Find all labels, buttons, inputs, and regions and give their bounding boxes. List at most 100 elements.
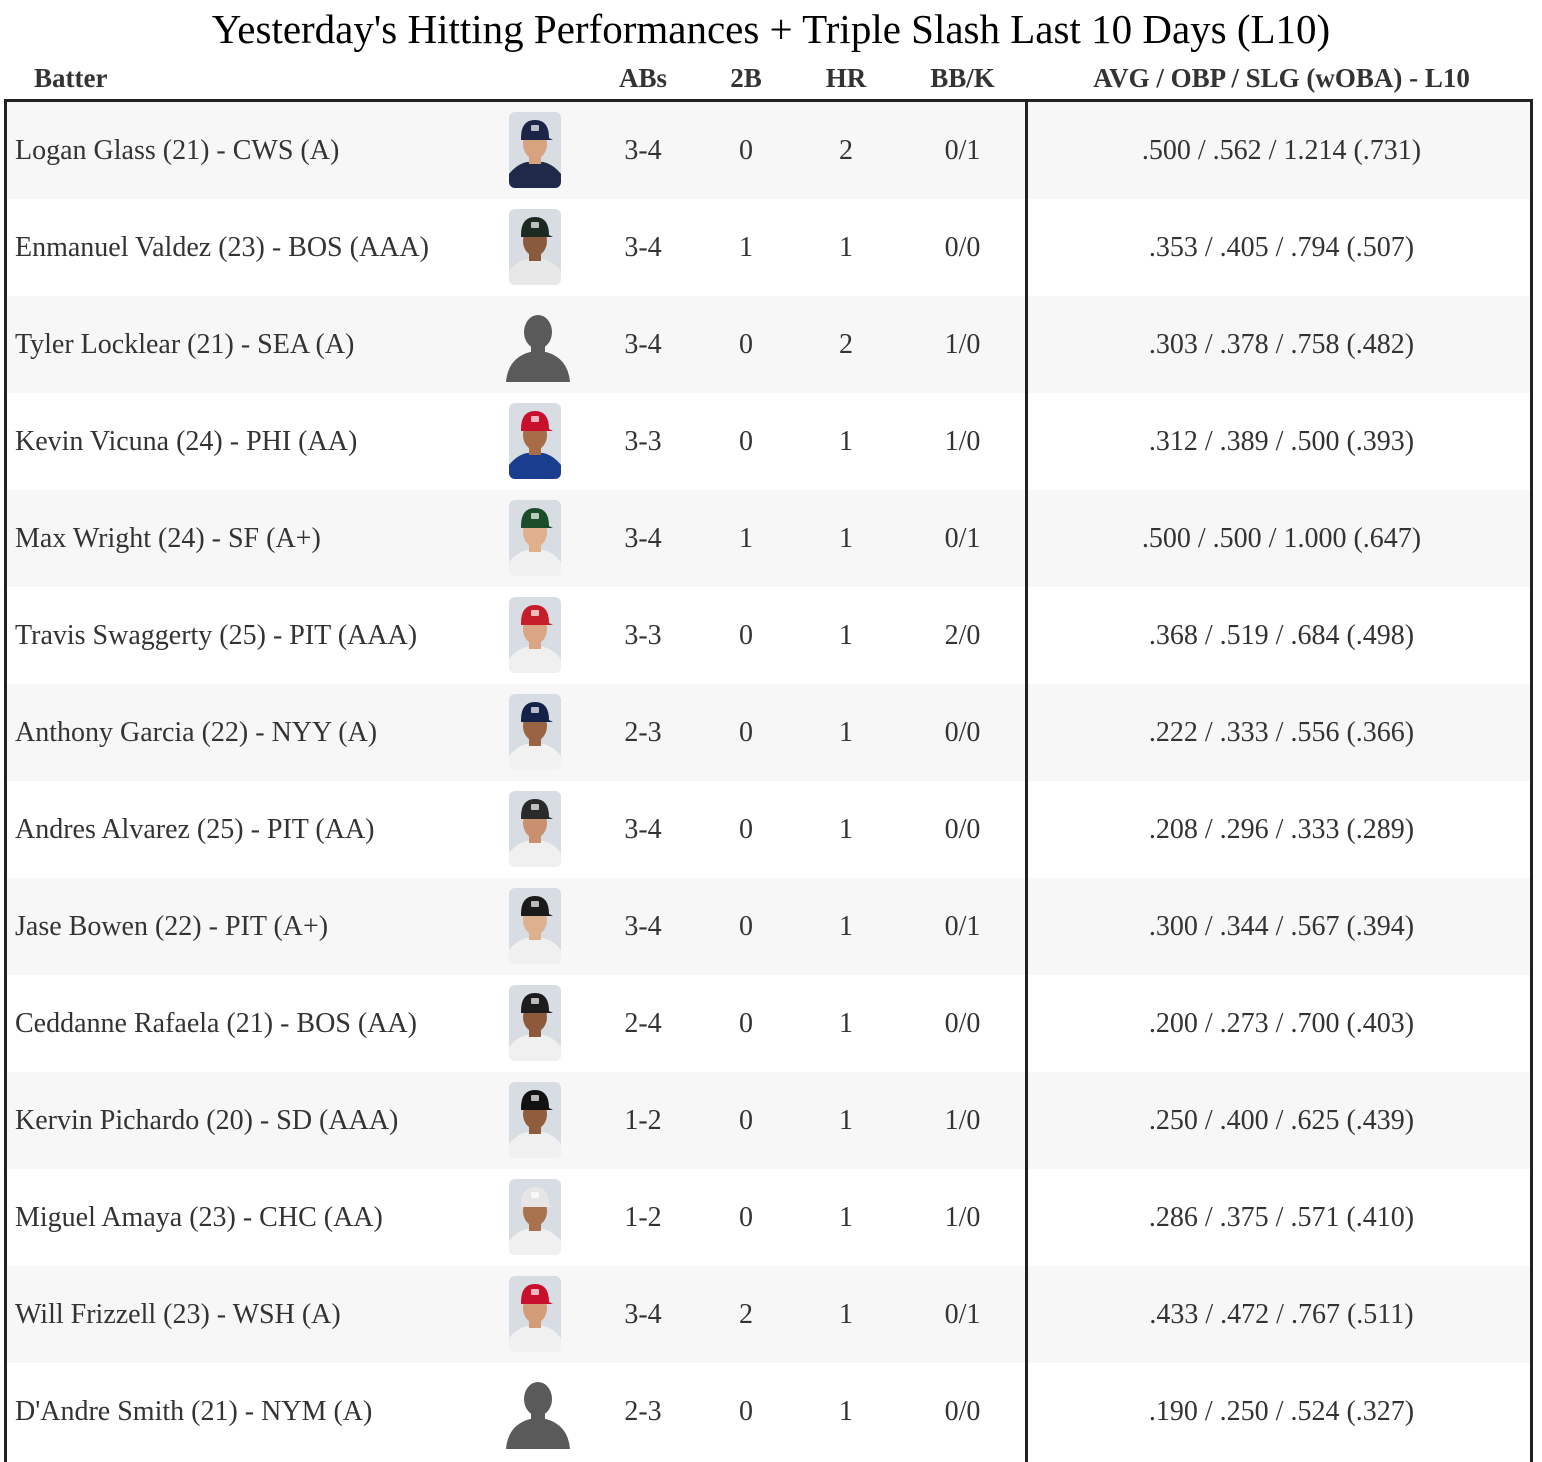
abs-value: 1-2 bbox=[624, 1202, 662, 1233]
table-row: Kervin Pichardo (20) - SD (AAA) 1-2 0 1 1/0.… bbox=[7, 1072, 1530, 1169]
batter-name: Will Frizzell (23) - WSH (A) bbox=[15, 1299, 341, 1330]
table-row: Miguel Amaya (23) - CHC (AA) 1-2 0 1 1/0 .286… bbox=[7, 1169, 1530, 1266]
abs-value: 3-4 bbox=[624, 911, 662, 942]
hr-value: 1 bbox=[839, 911, 853, 942]
hr-value: 1 bbox=[839, 1105, 853, 1136]
header-hr[interactable]: HR bbox=[825, 63, 867, 93]
slash-line: .368 / .519 / .684 (.498) bbox=[1148, 620, 1415, 651]
player-photo bbox=[509, 403, 561, 479]
column-divider bbox=[1025, 99, 1028, 1462]
hr-value: 1 bbox=[839, 1299, 853, 1330]
abs-value: 3-3 bbox=[624, 620, 662, 651]
player-photo bbox=[509, 209, 561, 285]
doubles-value: 0 bbox=[739, 814, 753, 845]
header-abs[interactable]: ABs bbox=[618, 63, 667, 93]
batter-name: Andres Alvarez (25) - PIT (AA) bbox=[15, 814, 375, 845]
table-row: Enmanuel Valdez (23) - BOS (AAA) 3-4 1 1 0/0… bbox=[7, 199, 1530, 296]
header-slash[interactable]: AVG / OBP / SLG (wOBA) - L10 bbox=[1093, 63, 1470, 93]
player-photo bbox=[509, 597, 561, 673]
hr-value: 1 bbox=[839, 232, 853, 263]
batter-name: Anthony Garcia (22) - NYY (A) bbox=[15, 717, 378, 748]
abs-value: 1-2 bbox=[624, 1105, 662, 1136]
batter-name: D'Andre Smith (21) - NYM (A) bbox=[15, 1396, 373, 1427]
abs-value: 3-4 bbox=[624, 523, 662, 554]
header-bbk[interactable]: BB/K bbox=[930, 63, 995, 93]
slash-line: .433 / .472 / .767 (.511) bbox=[1149, 1299, 1414, 1330]
abs-value: 3-4 bbox=[624, 135, 662, 166]
doubles-value: 1 bbox=[739, 232, 753, 263]
player-photo bbox=[509, 888, 561, 964]
batter-name: Kevin Vicuna (24) - PHI (AA) bbox=[15, 426, 358, 457]
batter-name: Kervin Pichardo (20) - SD (AAA) bbox=[15, 1105, 399, 1136]
doubles-value: 0 bbox=[739, 1105, 753, 1136]
batter-name: Tyler Locklear (21) - SEA (A) bbox=[15, 329, 355, 360]
hr-value: 2 bbox=[839, 329, 853, 360]
header-batter[interactable]: Batter bbox=[34, 63, 108, 93]
abs-value: 3-4 bbox=[624, 814, 662, 845]
batter-name: Logan Glass (21) - CWS (A) bbox=[15, 135, 340, 166]
table-row: Andres Alvarez (25) - PIT (AA) 3-4 0 1 0/0 .2… bbox=[7, 781, 1530, 878]
slash-line: .312 / .389 / .500 (.393) bbox=[1148, 426, 1415, 457]
header-2b[interactable]: 2B bbox=[730, 63, 762, 93]
batter-name: Jase Bowen (22) - PIT (A+) bbox=[15, 911, 329, 942]
table-frame bbox=[4, 99, 1533, 1462]
slash-line: .353 / .405 / .794 (.507) bbox=[1148, 232, 1415, 263]
bbk-value: 1/0 bbox=[944, 329, 981, 360]
bbk-value: 0/1 bbox=[944, 911, 981, 942]
hr-value: 1 bbox=[839, 620, 853, 651]
player-photo bbox=[509, 112, 561, 188]
player-photo bbox=[509, 985, 561, 1061]
hr-value: 2 bbox=[839, 135, 853, 166]
bbk-value: 0/0 bbox=[944, 1008, 981, 1039]
bbk-value: 0/0 bbox=[944, 232, 981, 263]
batter-name: Miguel Amaya (23) - CHC (AA) bbox=[15, 1202, 383, 1233]
table-row: Will Frizzell (23) - WSH (A) 3-4 2 1 0/1 .433… bbox=[7, 1266, 1530, 1363]
table-row: Travis Swaggerty (25) - PIT (AAA) 3-3 0 1 2/… bbox=[7, 587, 1530, 684]
bbk-value: 0/0 bbox=[944, 1396, 981, 1427]
slash-line: .500 / .500 / 1.000 (.647) bbox=[1141, 523, 1422, 554]
slash-line: .500 / .562 / 1.214 (.731) bbox=[1141, 135, 1422, 166]
batter-name: Max Wright (24) - SF (A+) bbox=[15, 523, 321, 554]
abs-value: 3-4 bbox=[624, 1299, 662, 1330]
doubles-value: 1 bbox=[739, 523, 753, 554]
table-row: Jase Bowen (22) - PIT (A+) 3-4 0 1 0/1 .300 /… bbox=[7, 878, 1530, 975]
doubles-value: 0 bbox=[739, 1008, 753, 1039]
abs-value: 3-4 bbox=[624, 232, 662, 263]
bbk-value: 2/0 bbox=[944, 620, 981, 651]
slash-line: .300 / .344 / .567 (.394) bbox=[1148, 911, 1415, 942]
player-silhouette-icon bbox=[504, 310, 572, 382]
doubles-value: 0 bbox=[739, 329, 753, 360]
bbk-value: 1/0 bbox=[944, 1105, 981, 1136]
hr-value: 1 bbox=[839, 717, 853, 748]
table-row: Logan Glass (21) - CWS (A) 3-4 0 2 0/1 .500 /… bbox=[7, 102, 1530, 199]
table-row: Anthony Garcia (22) - NYY (A) 2-3 0 1 0/0 .22… bbox=[7, 684, 1530, 781]
hr-value: 1 bbox=[839, 814, 853, 845]
player-photo bbox=[509, 500, 561, 576]
page-title: Yesterday's Hitting Performances + Tripl… bbox=[211, 6, 1331, 52]
player-photo bbox=[509, 1179, 561, 1255]
abs-value: 3-4 bbox=[624, 329, 662, 360]
slash-line: .208 / .296 / .333 (.289) bbox=[1148, 814, 1415, 845]
abs-value: 2-3 bbox=[624, 717, 662, 748]
doubles-value: 0 bbox=[739, 1202, 753, 1233]
abs-value: 2-3 bbox=[624, 1396, 662, 1427]
doubles-value: 0 bbox=[739, 426, 753, 457]
table-row: Max Wright (24) - SF (A+) 3-4 1 1 0/1 .500 / … bbox=[7, 490, 1530, 587]
doubles-value: 0 bbox=[739, 717, 753, 748]
hr-value: 1 bbox=[839, 1396, 853, 1427]
bbk-value: 0/1 bbox=[944, 523, 981, 554]
table-row: Ceddanne Rafaela (21) - BOS (AA) 2-4 0 1 0/0… bbox=[7, 975, 1530, 1072]
abs-value: 2-4 bbox=[624, 1008, 662, 1039]
slash-line: .190 / .250 / .524 (.327) bbox=[1148, 1396, 1415, 1427]
bbk-value: 1/0 bbox=[944, 426, 981, 457]
hr-value: 1 bbox=[839, 523, 853, 554]
doubles-value: 0 bbox=[739, 620, 753, 651]
hr-value: 1 bbox=[839, 1008, 853, 1039]
player-photo bbox=[509, 791, 561, 867]
batter-name: Travis Swaggerty (25) - PIT (AAA) bbox=[15, 620, 418, 651]
bbk-value: 0/0 bbox=[944, 717, 981, 748]
bbk-value: 0/1 bbox=[944, 1299, 981, 1330]
abs-value: 3-3 bbox=[624, 426, 662, 457]
player-photo bbox=[509, 1276, 561, 1352]
batter-name: Enmanuel Valdez (23) - BOS (AAA) bbox=[15, 232, 429, 263]
